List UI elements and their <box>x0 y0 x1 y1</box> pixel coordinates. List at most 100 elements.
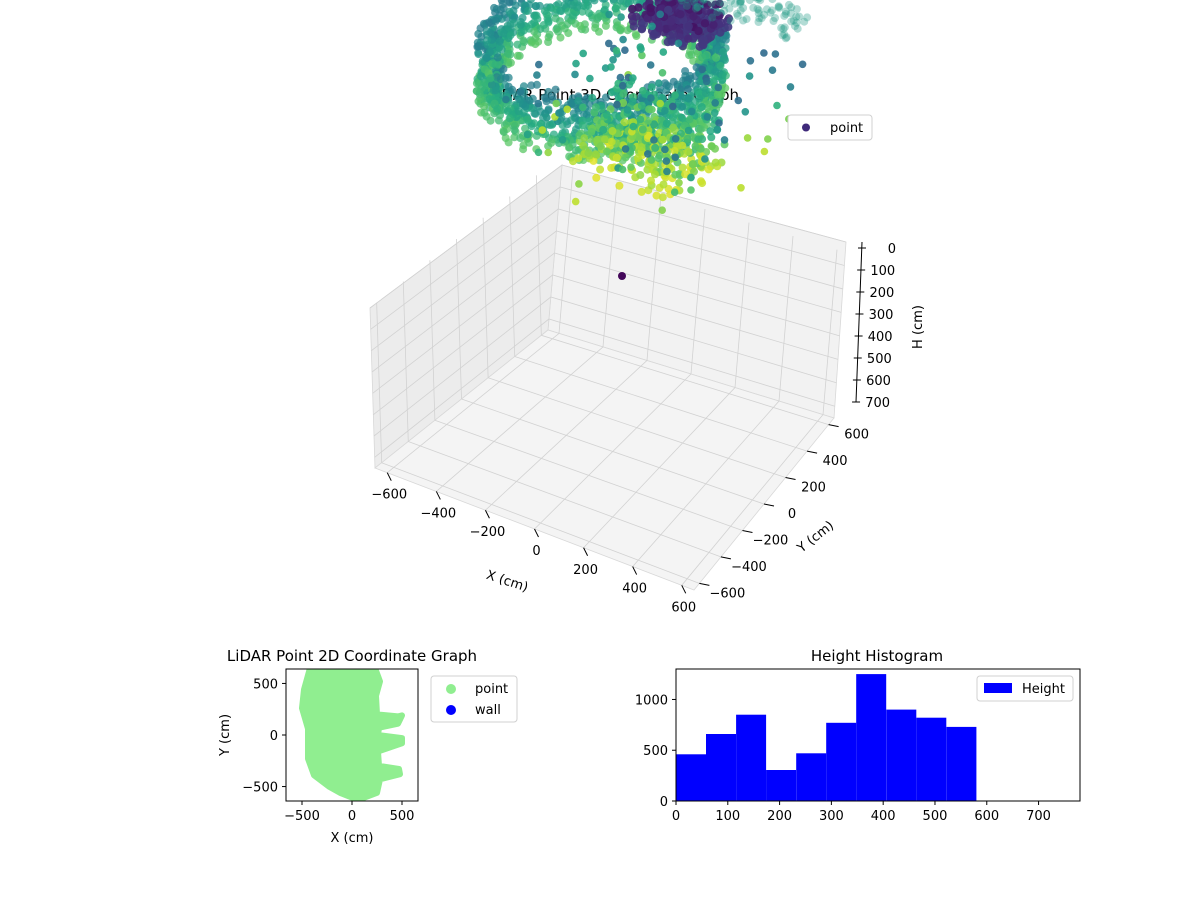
data-point-3d <box>545 30 554 39</box>
data-point-3d <box>544 38 553 46</box>
data-point-3d <box>766 8 775 17</box>
data-point-3d <box>684 85 692 93</box>
data-point-3d <box>707 133 716 142</box>
y-axis-3d: −600 −400 −200 0 200 400 600 <box>699 424 869 601</box>
data-point-3d <box>775 3 784 12</box>
data-point-3d <box>536 25 545 33</box>
data-point-3d <box>581 95 590 104</box>
x-tick-label-histogram: 200 <box>767 809 792 824</box>
data-point-3d <box>737 0 746 5</box>
data-point-3d <box>780 11 789 20</box>
data-point-3d <box>713 90 722 99</box>
data-point-3d <box>692 0 700 2</box>
data-point-3d <box>698 65 706 74</box>
data-point-3d <box>651 143 660 152</box>
y-axis-label-2d: Y (cm) <box>218 714 233 757</box>
data-point-3d <box>600 0 609 3</box>
data-point-3d <box>658 193 667 202</box>
data-point-3d <box>689 12 698 21</box>
legend-3d-marker-point <box>802 123 810 132</box>
data-point-3d <box>518 13 527 22</box>
y-tick-3d <box>828 424 839 428</box>
data-point-3d <box>506 31 515 40</box>
data-point-3d <box>504 82 513 91</box>
data-point-3d <box>800 17 809 26</box>
data-point-3d <box>474 42 483 50</box>
x-tick-label-histogram: 0 <box>672 809 680 824</box>
data-point-3d <box>548 92 557 101</box>
data-point-3d <box>669 123 677 132</box>
data-point-3d <box>756 0 765 5</box>
data-point-3d <box>496 75 505 84</box>
data-point-3d <box>737 184 745 192</box>
y-tick-label-3d: −600 <box>710 586 746 601</box>
data-point-3d <box>586 74 594 83</box>
data-point-3d <box>694 26 703 36</box>
grid-line-h <box>370 186 845 330</box>
grid-line-x <box>681 414 824 586</box>
chart-histogram: Height Histogram 0 100 200 300 400 500 600 7000… <box>635 647 1081 824</box>
data-point-3d <box>702 77 711 86</box>
data-point-3d <box>792 5 801 14</box>
data-point-3d <box>619 89 628 98</box>
data-point-3d <box>786 9 795 18</box>
data-point-3d <box>684 22 693 31</box>
data-point-3d <box>656 99 664 108</box>
histogram-bar <box>706 734 736 801</box>
data-point-3d <box>720 0 729 9</box>
data-point-3d <box>778 31 787 40</box>
data-point-3d <box>696 125 705 134</box>
data-point-3d <box>714 83 723 92</box>
data-point-3d <box>769 17 778 25</box>
grid-line-x-vertical <box>646 195 662 361</box>
data-point-3d <box>701 155 709 163</box>
data-point-3d <box>621 153 630 162</box>
data-point-3d <box>708 13 717 22</box>
data-point-3d <box>505 114 514 123</box>
data-point-3d <box>666 17 676 26</box>
data-point-3d <box>780 30 789 39</box>
data-point-3d <box>768 66 777 74</box>
x-tick-label-histogram: 500 <box>923 809 948 824</box>
data-point-3d <box>782 33 791 42</box>
data-point-3d <box>556 6 565 15</box>
data-point-3d <box>716 28 725 37</box>
data-point-3d <box>480 102 489 111</box>
data-point-3d <box>605 10 613 19</box>
data-point-3d <box>651 170 659 179</box>
data-point-3d <box>563 105 571 114</box>
data-point-3d <box>578 121 587 130</box>
data-point-3d <box>670 188 679 196</box>
data-point-3d <box>675 179 683 187</box>
y-tick-3d <box>742 529 753 533</box>
data-point-3d <box>474 48 483 57</box>
data-point-3d <box>551 14 560 23</box>
data-point-3d <box>533 71 541 79</box>
data-point-3d <box>638 51 646 60</box>
data-point-3d <box>715 11 724 20</box>
data-point-3d <box>720 136 729 144</box>
z-tick-label-3d: 700 <box>865 396 890 411</box>
data-point-3d <box>584 149 593 158</box>
y-tick-3d <box>806 450 818 454</box>
data-point-3d <box>503 107 512 116</box>
data-point-3d <box>486 74 495 83</box>
data-point-3d <box>516 21 525 29</box>
data-point-3d <box>743 134 752 142</box>
data-point-3d <box>621 145 630 153</box>
x-tick-label-3d: 200 <box>573 563 598 578</box>
data-point-3d <box>793 24 802 33</box>
grid-line-y-vertical <box>376 302 383 463</box>
grid-line-y <box>541 334 829 425</box>
data-point-3d <box>476 72 485 81</box>
data-point-3d <box>623 106 632 114</box>
y-tick-label-3d: 200 <box>801 481 826 496</box>
data-point-3d <box>789 16 798 25</box>
data-point-3d <box>749 3 758 12</box>
data-point-3d <box>670 146 679 155</box>
histogram-bar <box>856 674 887 801</box>
data-point-3d <box>762 5 771 14</box>
grid-line-y-vertical <box>456 238 462 400</box>
data-point-3d <box>647 94 655 102</box>
data-point-3d <box>676 0 685 3</box>
